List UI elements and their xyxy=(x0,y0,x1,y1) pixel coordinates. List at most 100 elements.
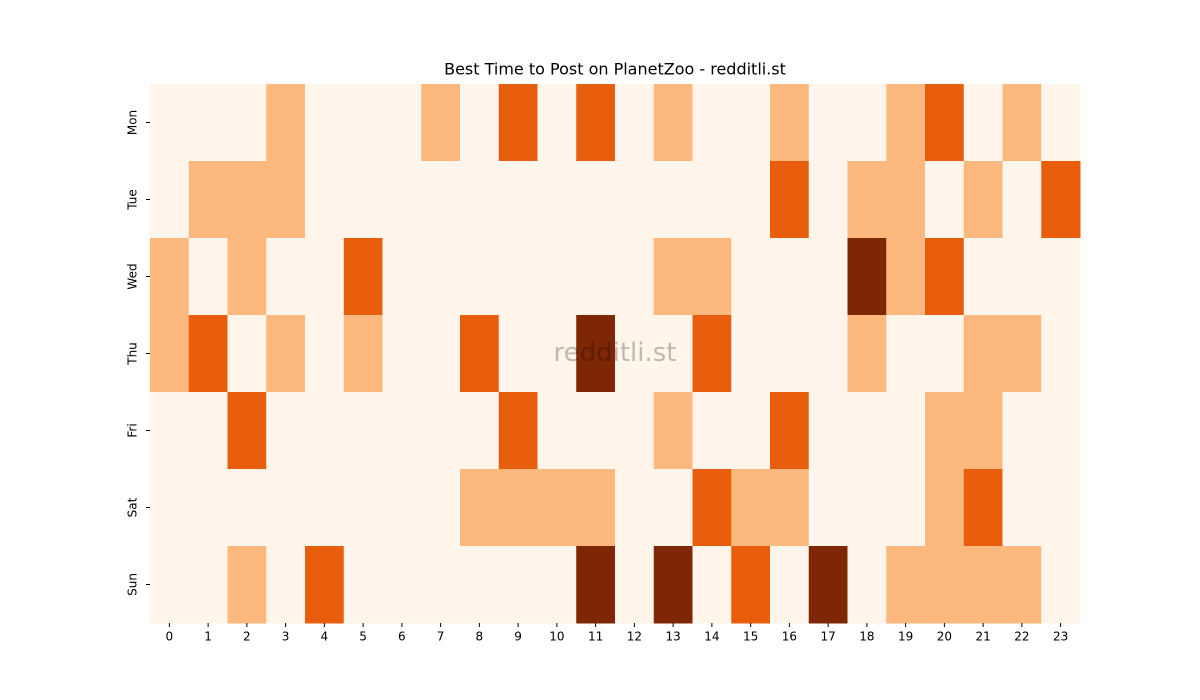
heatmap-cell xyxy=(305,469,345,547)
heatmap-cell xyxy=(460,84,500,162)
x-tick-label: 11 xyxy=(588,630,603,644)
heatmap-cell xyxy=(1002,161,1042,239)
heatmap-cell xyxy=(150,161,190,239)
heatmap-cell xyxy=(770,392,810,470)
heatmap-cell xyxy=(421,469,461,547)
heatmap-cell xyxy=(615,161,655,239)
heatmap-cell xyxy=(460,161,500,239)
heatmap-cell xyxy=(886,392,926,470)
heatmap-cell xyxy=(537,469,577,547)
heatmap-cell xyxy=(460,238,500,316)
x-tick-label: 3 xyxy=(282,630,290,644)
heatmap-cell xyxy=(576,546,616,624)
heatmap-cell xyxy=(537,315,577,393)
heatmap-cell xyxy=(925,546,965,624)
x-tick-label: 12 xyxy=(627,630,642,644)
heatmap-cell xyxy=(770,315,810,393)
heatmap-cell xyxy=(847,161,887,239)
heatmap-cell xyxy=(188,238,228,316)
heatmap-cell xyxy=(653,238,693,316)
heatmap-cell xyxy=(963,315,1003,393)
heatmap-cell xyxy=(537,546,577,624)
y-tick-label: Fri xyxy=(126,423,140,437)
heatmap-cell xyxy=(382,84,422,162)
heatmap-cell xyxy=(266,469,306,547)
heatmap-cell xyxy=(421,238,461,316)
heatmap-cell xyxy=(150,392,190,470)
x-tick-label: 5 xyxy=(359,630,367,644)
heatmap-cell xyxy=(266,392,306,470)
heatmap-cell xyxy=(731,238,771,316)
heatmap-cell xyxy=(576,161,616,239)
heatmap-cell xyxy=(692,161,732,239)
heatmap-cell xyxy=(770,469,810,547)
heatmap-cell xyxy=(1041,315,1081,393)
x-tick-label: 23 xyxy=(1053,630,1068,644)
heatmap-cell xyxy=(692,315,732,393)
heatmap-cell xyxy=(343,315,383,393)
heatmap-cell xyxy=(886,84,926,162)
heatmap-cell xyxy=(421,84,461,162)
heatmap-cell xyxy=(731,392,771,470)
heatmap-cell xyxy=(498,238,538,316)
heatmap-cell xyxy=(576,392,616,470)
heatmap-cell xyxy=(1002,392,1042,470)
heatmap-cell xyxy=(963,238,1003,316)
heatmap-cell xyxy=(188,315,228,393)
heatmap-cell xyxy=(808,546,848,624)
heatmap-cell xyxy=(808,469,848,547)
heatmap-cell xyxy=(266,546,306,624)
heatmap-cell xyxy=(343,84,383,162)
heatmap-cell xyxy=(1002,84,1042,162)
heatmap-cell xyxy=(808,84,848,162)
heatmap-cell xyxy=(731,469,771,547)
heatmap-cell xyxy=(305,392,345,470)
heatmap-cell xyxy=(498,469,538,547)
x-tick-label: 10 xyxy=(549,630,564,644)
heatmap-cell xyxy=(305,546,345,624)
heatmap-cell xyxy=(537,238,577,316)
heatmap-cell xyxy=(343,161,383,239)
heatmap-cell xyxy=(498,546,538,624)
heatmap-cell xyxy=(615,392,655,470)
heatmap-cell xyxy=(886,238,926,316)
heatmap-cell xyxy=(1041,392,1081,470)
chart-title: Best Time to Post on PlanetZoo - redditl… xyxy=(444,60,786,79)
x-tick-label: 9 xyxy=(514,630,522,644)
heatmap-cell xyxy=(188,84,228,162)
heatmap-cell xyxy=(653,84,693,162)
heatmap-cell xyxy=(537,84,577,162)
heatmap-cell xyxy=(537,392,577,470)
heatmap-cell xyxy=(615,546,655,624)
heatmap-cell xyxy=(382,161,422,239)
heatmap-cell xyxy=(576,315,616,393)
heatmap-cell xyxy=(653,546,693,624)
x-tick-label: 1 xyxy=(204,630,212,644)
heatmap-cell xyxy=(925,84,965,162)
heatmap-cell xyxy=(305,84,345,162)
heatmap-cell xyxy=(1002,315,1042,393)
heatmap-cell xyxy=(847,392,887,470)
x-tick-label: 16 xyxy=(782,630,797,644)
x-tick-label: 6 xyxy=(398,630,406,644)
x-tick-label: 0 xyxy=(166,630,174,644)
heatmap-cell xyxy=(1041,238,1081,316)
heatmap-cell xyxy=(963,84,1003,162)
heatmap-cell xyxy=(576,238,616,316)
heatmap-cell xyxy=(615,238,655,316)
heatmap-cell xyxy=(847,238,887,316)
heatmap-cell xyxy=(653,469,693,547)
heatmap-cell xyxy=(227,238,267,316)
heatmap-cell xyxy=(925,315,965,393)
heatmap-cell xyxy=(227,84,267,162)
heatmap-cell xyxy=(925,392,965,470)
y-tick-label: Sat xyxy=(126,497,140,517)
heatmap-cell xyxy=(382,392,422,470)
heatmap-cell xyxy=(1041,161,1081,239)
heatmap-cell xyxy=(847,469,887,547)
heatmap-cell xyxy=(808,238,848,316)
heatmap-cell xyxy=(460,546,500,624)
heatmap-cell xyxy=(692,469,732,547)
heatmap-cell xyxy=(188,161,228,239)
